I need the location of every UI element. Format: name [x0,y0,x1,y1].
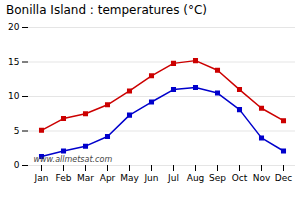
svg-text:Jul: Jul [167,173,179,183]
svg-text:20: 20 [8,22,20,32]
svg-text:Nov: Nov [253,173,271,183]
svg-text:Sep: Sep [209,173,226,183]
svg-text:Oct: Oct [232,173,248,183]
svg-text:0: 0 [14,160,20,170]
svg-text:Aug: Aug [187,173,205,183]
svg-text:Jun: Jun [143,173,158,183]
svg-text:Jan: Jan [34,173,49,183]
svg-text:15: 15 [8,57,19,67]
svg-text:May: May [120,173,139,183]
svg-text:Apr: Apr [100,173,116,183]
svg-text:Feb: Feb [56,173,72,183]
html-text:Bonilla Island : temperatures: Bonilla Island : temperatures (°C) [6,3,207,17]
svg-text:Dec: Dec [275,173,292,183]
svg-text:5: 5 [14,126,20,136]
svg-text:www.allmetsat.com: www.allmetsat.com [34,155,113,164]
svg-text:Mar: Mar [77,173,94,183]
svg-text:10: 10 [8,91,20,101]
